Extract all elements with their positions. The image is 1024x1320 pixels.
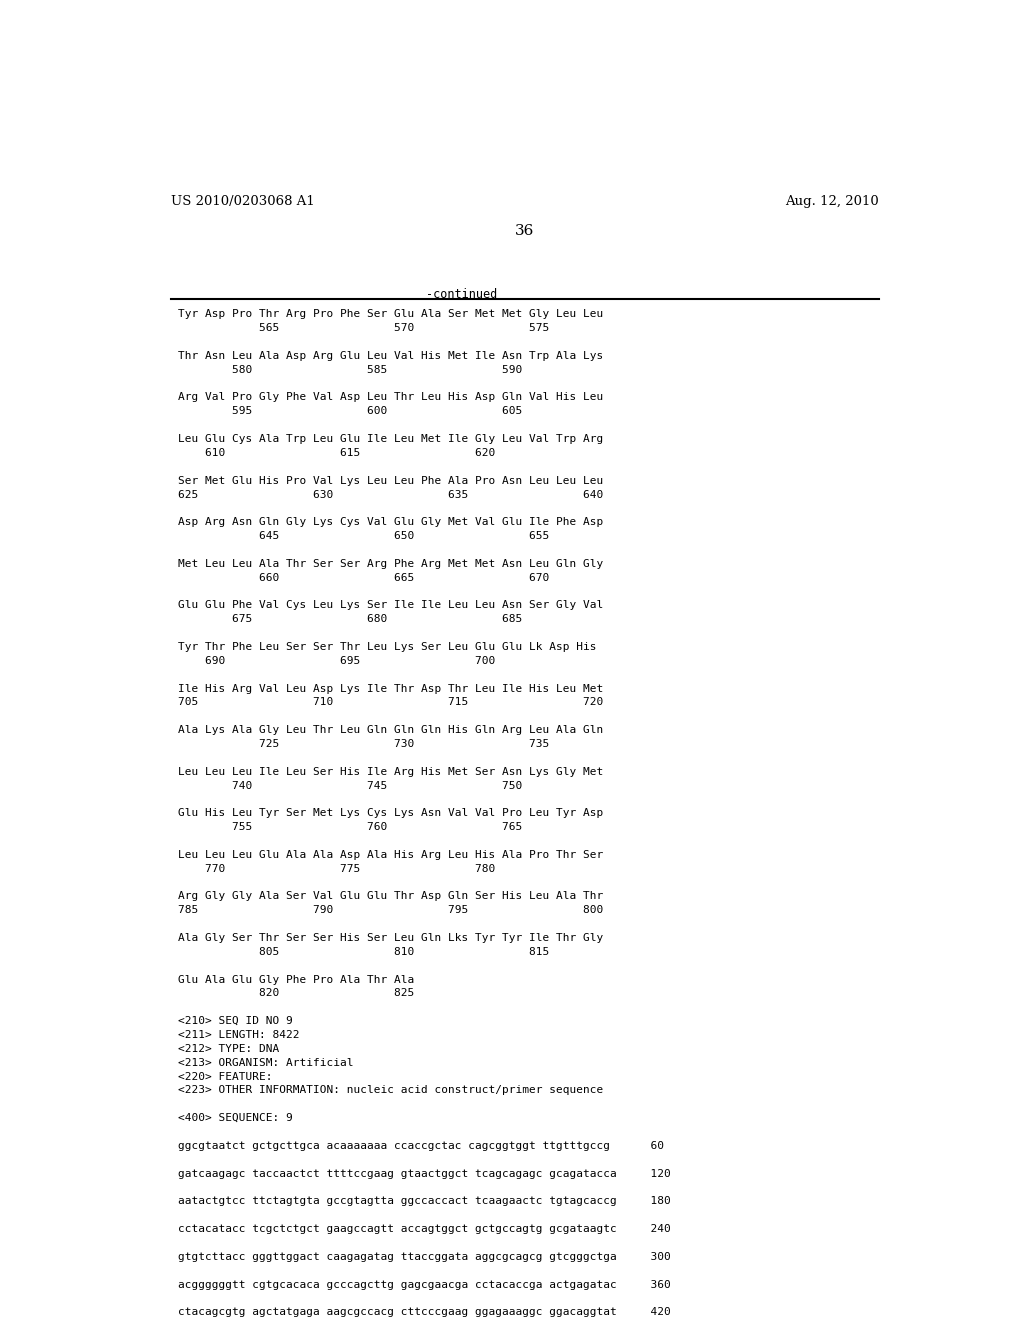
- Text: Thr Asn Leu Ala Asp Arg Glu Leu Val His Met Ile Asn Trp Ala Lys: Thr Asn Leu Ala Asp Arg Glu Leu Val His …: [178, 351, 603, 360]
- Text: <211> LENGTH: 8422: <211> LENGTH: 8422: [178, 1030, 300, 1040]
- Text: 755                 760                 765: 755 760 765: [178, 822, 522, 832]
- Text: Leu Leu Leu Glu Ala Ala Asp Ala His Arg Leu His Ala Pro Thr Ser: Leu Leu Leu Glu Ala Ala Asp Ala His Arg …: [178, 850, 603, 859]
- Text: <213> ORGANISM: Artificial: <213> ORGANISM: Artificial: [178, 1057, 354, 1068]
- Text: Leu Leu Leu Ile Leu Ser His Ile Arg His Met Ser Asn Lys Gly Met: Leu Leu Leu Ile Leu Ser His Ile Arg His …: [178, 767, 603, 776]
- Text: -continued: -continued: [426, 288, 497, 301]
- Text: 660                 665                 670: 660 665 670: [178, 573, 550, 582]
- Text: 725                 730                 735: 725 730 735: [178, 739, 550, 748]
- Text: Glu Ala Glu Gly Phe Pro Ala Thr Ala: Glu Ala Glu Gly Phe Pro Ala Thr Ala: [178, 974, 415, 985]
- Text: 595                 600                 605: 595 600 605: [178, 407, 522, 416]
- Text: 36: 36: [515, 224, 535, 238]
- Text: 785                 790                 795                 800: 785 790 795 800: [178, 906, 603, 915]
- Text: Ala Gly Ser Thr Ser Ser His Ser Leu Gln Lks Tyr Tyr Ile Thr Gly: Ala Gly Ser Thr Ser Ser His Ser Leu Gln …: [178, 933, 603, 942]
- Text: 610                 615                 620: 610 615 620: [178, 447, 496, 458]
- Text: 770                 775                 780: 770 775 780: [178, 863, 496, 874]
- Text: <220> FEATURE:: <220> FEATURE:: [178, 1072, 272, 1081]
- Text: gtgtcttacc gggttggact caagagatag ttaccggata aggcgcagcg gtcgggctga     300: gtgtcttacc gggttggact caagagatag ttaccgg…: [178, 1251, 671, 1262]
- Text: 820                 825: 820 825: [178, 989, 415, 998]
- Text: 565                 570                 575: 565 570 575: [178, 323, 550, 333]
- Text: Aug. 12, 2010: Aug. 12, 2010: [785, 195, 879, 209]
- Text: ggcgtaatct gctgcttgca acaaaaaaa ccaccgctac cagcggtggt ttgtttgccg      60: ggcgtaatct gctgcttgca acaaaaaaa ccaccgct…: [178, 1140, 665, 1151]
- Text: Asp Arg Asn Gln Gly Lys Cys Val Glu Gly Met Val Glu Ile Phe Asp: Asp Arg Asn Gln Gly Lys Cys Val Glu Gly …: [178, 517, 603, 527]
- Text: acggggggtt cgtgcacaca gcccagcttg gagcgaacga cctacaccga actgagatac     360: acggggggtt cgtgcacaca gcccagcttg gagcgaa…: [178, 1279, 671, 1290]
- Text: 645                 650                 655: 645 650 655: [178, 531, 550, 541]
- Text: 740                 745                 750: 740 745 750: [178, 780, 522, 791]
- Text: <400> SEQUENCE: 9: <400> SEQUENCE: 9: [178, 1113, 293, 1123]
- Text: Arg Gly Gly Ala Ser Val Glu Glu Thr Asp Gln Ser His Leu Ala Thr: Arg Gly Gly Ala Ser Val Glu Glu Thr Asp …: [178, 891, 603, 902]
- Text: Ser Met Glu His Pro Val Lys Leu Leu Phe Ala Pro Asn Leu Leu Leu: Ser Met Glu His Pro Val Lys Leu Leu Phe …: [178, 475, 603, 486]
- Text: aatactgtcc ttctagtgta gccgtagtta ggccaccact tcaagaactc tgtagcaccg     180: aatactgtcc ttctagtgta gccgtagtta ggccacc…: [178, 1196, 671, 1206]
- Text: Ile His Arg Val Leu Asp Lys Ile Thr Asp Thr Leu Ile His Leu Met: Ile His Arg Val Leu Asp Lys Ile Thr Asp …: [178, 684, 603, 693]
- Text: 690                 695                 700: 690 695 700: [178, 656, 496, 665]
- Text: <212> TYPE: DNA: <212> TYPE: DNA: [178, 1044, 280, 1053]
- Text: Glu Glu Phe Val Cys Leu Lys Ser Ile Ile Leu Leu Asn Ser Gly Val: Glu Glu Phe Val Cys Leu Lys Ser Ile Ile …: [178, 601, 603, 610]
- Text: <223> OTHER INFORMATION: nucleic acid construct/primer sequence: <223> OTHER INFORMATION: nucleic acid co…: [178, 1085, 603, 1096]
- Text: <210> SEQ ID NO 9: <210> SEQ ID NO 9: [178, 1016, 293, 1026]
- Text: gatcaagagc taccaactct ttttccgaag gtaactggct tcagcagagc gcagatacca     120: gatcaagagc taccaactct ttttccgaag gtaactg…: [178, 1168, 671, 1179]
- Text: ctacagcgtg agctatgaga aagcgccacg cttcccgaag ggagaaaggc ggacaggtat     420: ctacagcgtg agctatgaga aagcgccacg cttcccg…: [178, 1307, 671, 1317]
- Text: US 2010/0203068 A1: US 2010/0203068 A1: [171, 195, 314, 209]
- Text: 625                 630                 635                 640: 625 630 635 640: [178, 490, 603, 499]
- Text: 705                 710                 715                 720: 705 710 715 720: [178, 697, 603, 708]
- Text: Tyr Asp Pro Thr Arg Pro Phe Ser Glu Ala Ser Met Met Gly Leu Leu: Tyr Asp Pro Thr Arg Pro Phe Ser Glu Ala …: [178, 309, 603, 319]
- Text: Arg Val Pro Gly Phe Val Asp Leu Thr Leu His Asp Gln Val His Leu: Arg Val Pro Gly Phe Val Asp Leu Thr Leu …: [178, 392, 603, 403]
- Text: 675                 680                 685: 675 680 685: [178, 614, 522, 624]
- Text: 805                 810                 815: 805 810 815: [178, 946, 550, 957]
- Text: Glu His Leu Tyr Ser Met Lys Cys Lys Asn Val Val Pro Leu Tyr Asp: Glu His Leu Tyr Ser Met Lys Cys Lys Asn …: [178, 808, 603, 818]
- Text: 580                 585                 590: 580 585 590: [178, 364, 522, 375]
- Text: Leu Glu Cys Ala Trp Leu Glu Ile Leu Met Ile Gly Leu Val Trp Arg: Leu Glu Cys Ala Trp Leu Glu Ile Leu Met …: [178, 434, 603, 444]
- Text: cctacatacc tcgctctgct gaagccagtt accagtggct gctgccagtg gcgataagtc     240: cctacatacc tcgctctgct gaagccagtt accagtg…: [178, 1224, 671, 1234]
- Text: Met Leu Leu Ala Thr Ser Ser Arg Phe Arg Met Met Asn Leu Gln Gly: Met Leu Leu Ala Thr Ser Ser Arg Phe Arg …: [178, 558, 603, 569]
- Text: Ala Lys Ala Gly Leu Thr Leu Gln Gln Gln His Gln Arg Leu Ala Gln: Ala Lys Ala Gly Leu Thr Leu Gln Gln Gln …: [178, 725, 603, 735]
- Text: Tyr Thr Phe Leu Ser Ser Thr Leu Lys Ser Leu Glu Glu Lk Asp His: Tyr Thr Phe Leu Ser Ser Thr Leu Lys Ser …: [178, 642, 597, 652]
